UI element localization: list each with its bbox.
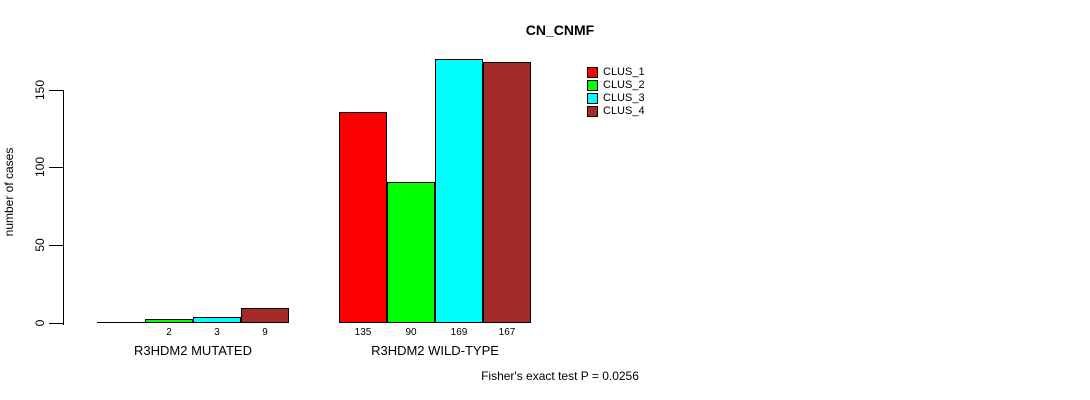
x-group-label: R3HDM2 WILD-TYPE <box>371 343 499 358</box>
annotation-fisher-test: Fisher's exact test P = 0.0256 <box>481 369 639 383</box>
y-axis-tick <box>49 323 63 324</box>
y-axis-label: number of cases <box>2 147 16 237</box>
legend-swatch-icon <box>587 80 598 91</box>
bar-value-label: 167 <box>498 327 516 338</box>
bar-clus_2 <box>145 319 193 323</box>
y-axis-tick-label: 100 <box>33 156 47 178</box>
legend-item-label: CLUS_1 <box>603 66 645 78</box>
bar-value-label: 169 <box>450 327 468 338</box>
bar-value-label: 2 <box>166 327 172 338</box>
bar-clus_4 <box>241 308 289 323</box>
bar-value-label: 3 <box>214 327 220 338</box>
legend-swatch-icon <box>587 93 598 104</box>
legend-item-label: CLUS_3 <box>603 92 645 104</box>
legend-item-label: CLUS_4 <box>603 105 645 117</box>
y-axis-tick <box>49 245 63 246</box>
y-axis-tick-label: 0 <box>33 319 47 327</box>
y-axis-line <box>63 90 64 325</box>
bar-clus_3 <box>435 59 483 323</box>
legend: CLUS_1 CLUS_2 CLUS_3 CLUS_4 <box>587 66 645 118</box>
x-group-label: R3HDM2 MUTATED <box>134 343 252 358</box>
legend-item-clus_2: CLUS_2 <box>587 79 645 92</box>
legend-item-clus_3: CLUS_3 <box>587 92 645 105</box>
bar-value-label: 135 <box>354 327 372 338</box>
bar-clus_2 <box>387 182 435 323</box>
bar-clus_4 <box>483 62 531 323</box>
bar-clus_1 <box>97 322 145 323</box>
legend-item-clus_1: CLUS_1 <box>587 66 645 79</box>
bar-value-label: 90 <box>405 327 417 338</box>
y-axis-tick-label: 50 <box>33 238 47 252</box>
legend-swatch-icon <box>587 106 598 117</box>
y-axis-tick <box>49 167 63 168</box>
bar-value-label: 9 <box>262 327 268 338</box>
legend-item-label: CLUS_2 <box>603 79 645 91</box>
y-axis-tick <box>49 90 63 91</box>
y-axis-tick-label: 150 <box>33 79 47 101</box>
chart-title: CN_CNMF <box>525 22 595 38</box>
bar-clus_1 <box>339 112 387 323</box>
legend-item-clus_4: CLUS_4 <box>587 105 645 118</box>
legend-swatch-icon <box>587 67 598 78</box>
bar-clus_3 <box>193 317 241 323</box>
